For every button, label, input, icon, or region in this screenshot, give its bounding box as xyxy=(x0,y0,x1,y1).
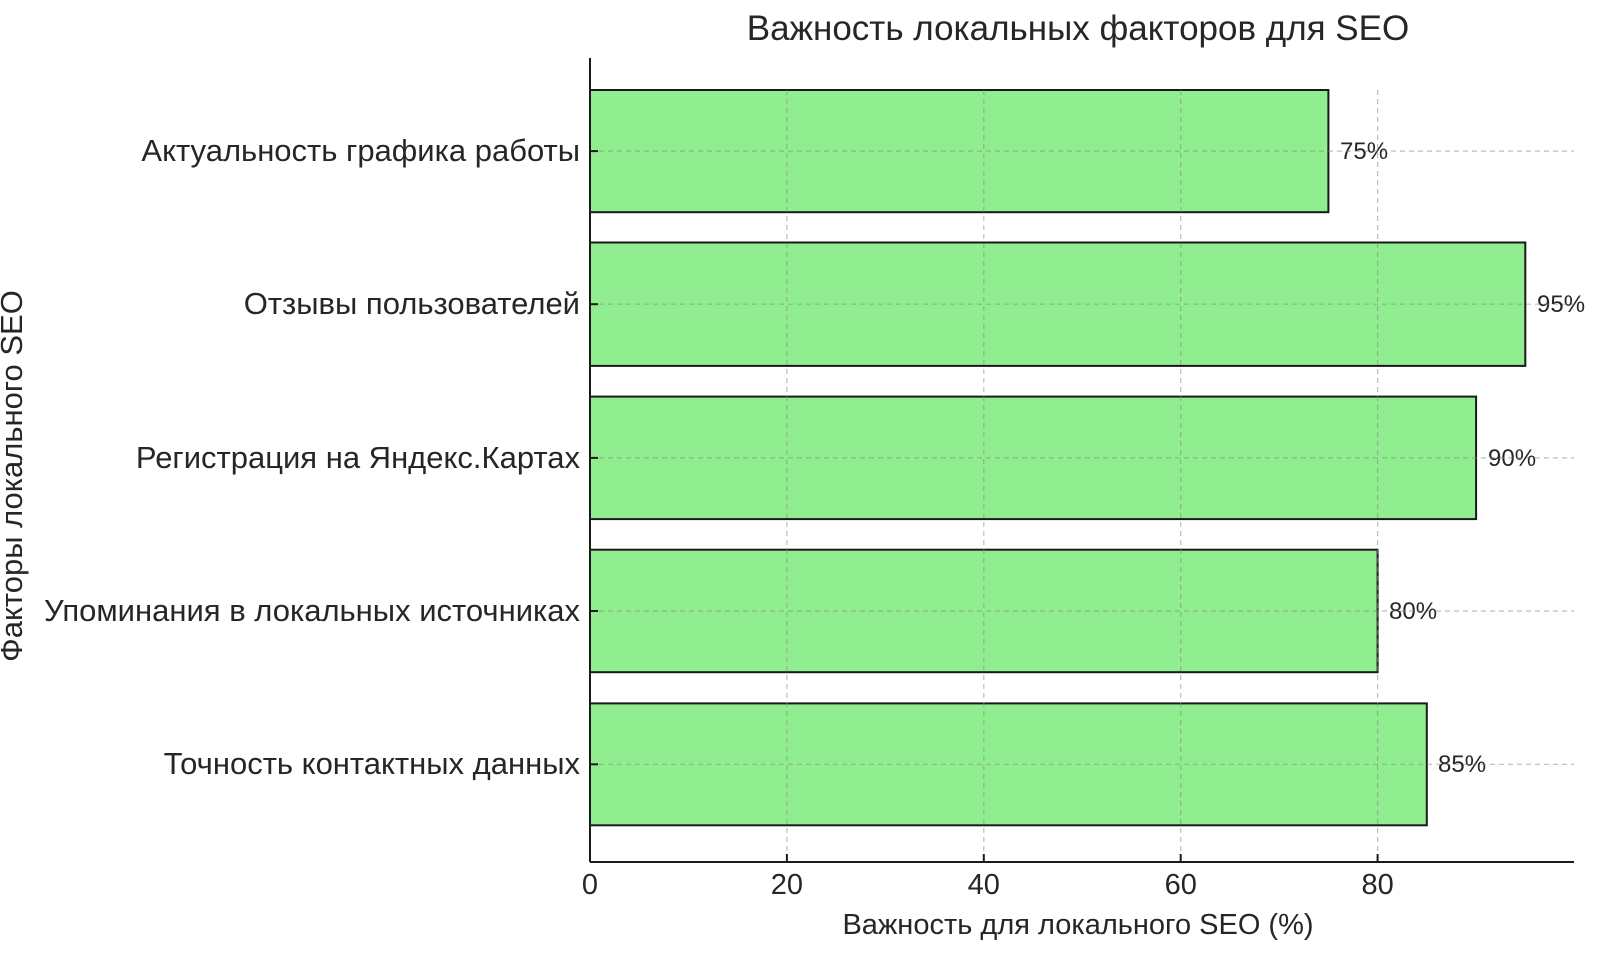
svg-text:0: 0 xyxy=(582,869,598,901)
svg-text:Упоминания в локальных источни: Упоминания в локальных источниках xyxy=(44,593,580,628)
svg-text:80: 80 xyxy=(1361,869,1393,901)
svg-text:60: 60 xyxy=(1165,869,1197,901)
svg-text:Регистрация на Яндекс.Картах: Регистрация на Яндекс.Картах xyxy=(136,440,581,475)
svg-text:Важность локальных факторов дл: Важность локальных факторов для SEO xyxy=(747,9,1409,48)
svg-text:Отзывы пользователей: Отзывы пользователей xyxy=(244,286,580,321)
svg-text:20: 20 xyxy=(771,869,803,901)
svg-text:Факторы локального SEO: Факторы локального SEO xyxy=(0,290,29,662)
svg-text:Важность для локального SEO (%: Важность для локального SEO (%) xyxy=(842,909,1313,941)
svg-text:Точность контактных данных: Точность контактных данных xyxy=(164,746,581,781)
svg-text:40: 40 xyxy=(968,869,1000,901)
svg-text:Актуальность графика работы: Актуальность графика работы xyxy=(141,133,580,168)
